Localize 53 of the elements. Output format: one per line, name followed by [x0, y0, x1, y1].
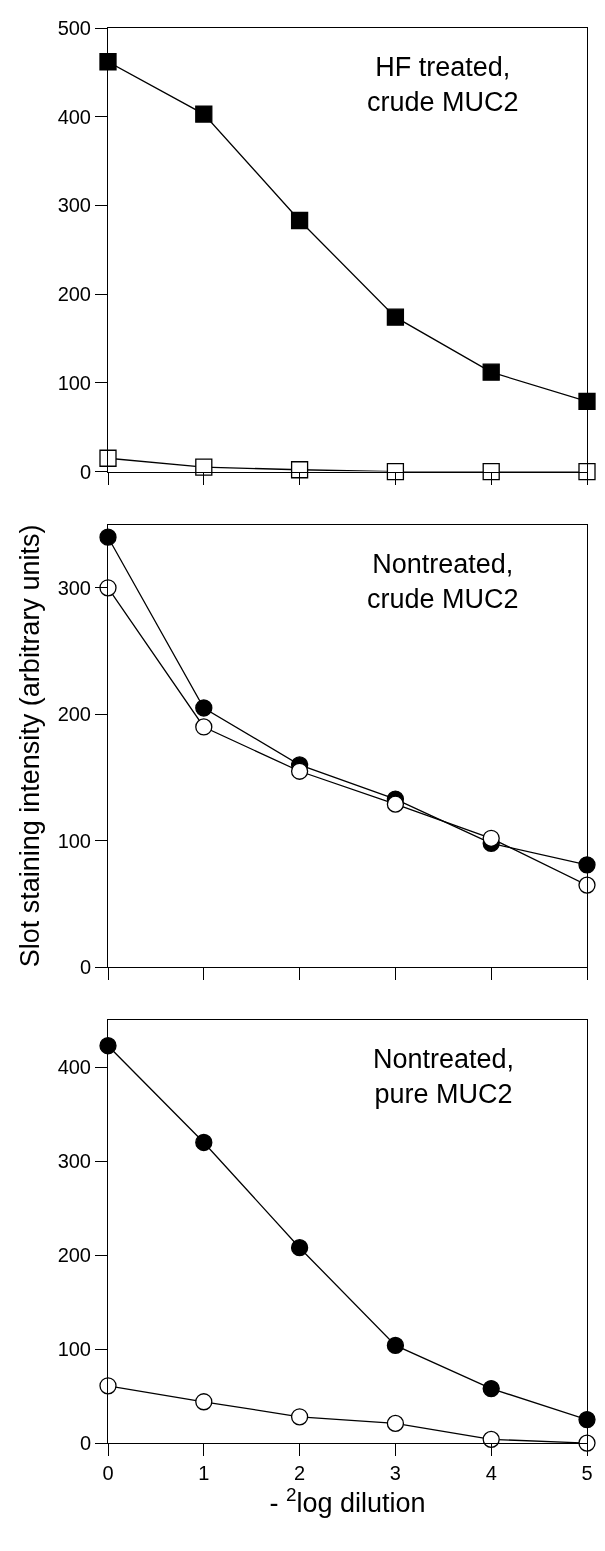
x-tick-label: 3	[389, 1462, 401, 1485]
annotation: Nontreated, crude MUC2	[367, 549, 519, 615]
y-tick-label: 200	[57, 283, 91, 306]
point	[290, 211, 309, 230]
point	[386, 1336, 405, 1355]
y-tick-label: 300	[57, 576, 91, 599]
point	[195, 699, 213, 717]
y-tick-label: 0	[79, 460, 91, 483]
point	[482, 829, 500, 847]
annotation: Nontreated, pure MUC2	[373, 1044, 515, 1110]
point	[386, 308, 405, 326]
y-tick-label: 300	[57, 1150, 91, 1173]
x-tick-label: 1	[198, 1462, 210, 1485]
y-tick-label: 400	[57, 105, 91, 128]
y-tick-label: 0	[79, 956, 91, 979]
point	[99, 449, 117, 467]
point	[290, 762, 309, 780]
point	[386, 795, 405, 813]
y-tick-label: 100	[57, 371, 91, 394]
point	[99, 1377, 117, 1395]
point	[195, 1393, 213, 1411]
x-tick-label: 4	[485, 1462, 497, 1485]
x-tick-label: 2	[294, 1462, 306, 1485]
y-tick-label: 0	[79, 1432, 91, 1455]
y-tick-label: 100	[57, 829, 91, 852]
point	[578, 876, 596, 894]
y-tick-label: 400	[57, 1056, 91, 1079]
y-tick-label: 100	[57, 1338, 91, 1361]
point	[578, 392, 596, 411]
x-tick-label: 5	[581, 1462, 593, 1485]
y-tick-label: 200	[57, 1244, 91, 1267]
point	[578, 856, 596, 874]
point	[195, 1133, 213, 1152]
x-tick-label: 0	[102, 1462, 114, 1485]
point	[195, 718, 213, 736]
point	[195, 458, 213, 476]
y-tick-label: 500	[57, 17, 91, 40]
y-tick-label: 200	[57, 703, 91, 726]
x-axis-title: - $^{2}$log dilution	[269, 1484, 426, 1519]
point	[482, 1379, 500, 1398]
point	[99, 528, 117, 546]
point	[290, 1408, 309, 1426]
y-axis-title: Slot staining intensity (arbitrary units)	[14, 524, 45, 968]
point	[195, 105, 213, 123]
point	[482, 363, 500, 381]
point	[386, 1414, 405, 1433]
point	[290, 1239, 309, 1257]
point	[99, 53, 117, 71]
point	[99, 1037, 117, 1055]
point	[578, 1410, 596, 1429]
y-tick-label: 300	[57, 194, 91, 217]
point	[482, 1430, 500, 1448]
annotation: HF treated, crude MUC2	[367, 52, 519, 118]
